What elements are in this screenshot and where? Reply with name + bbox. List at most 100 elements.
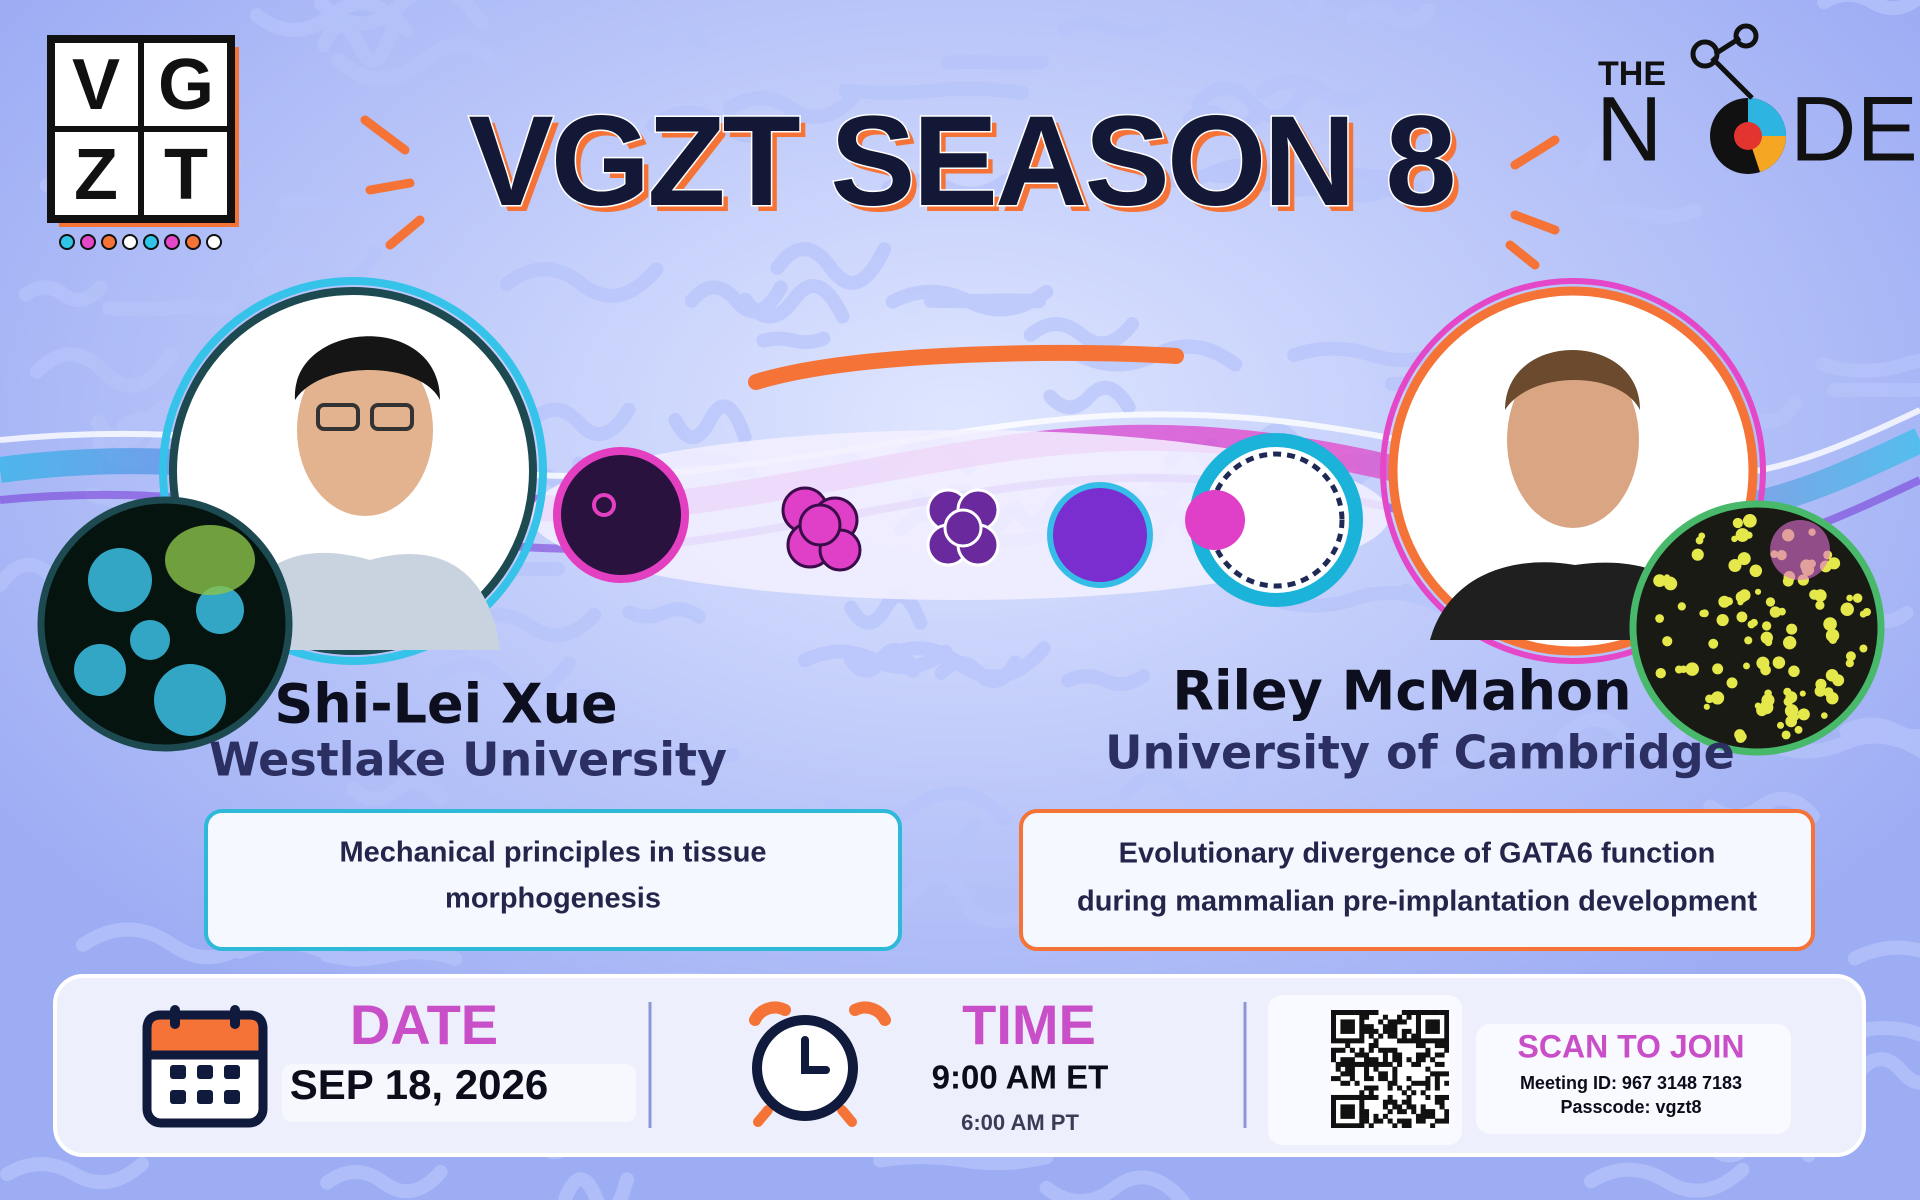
qr-module [1411, 1033, 1417, 1039]
cell-dot [1718, 595, 1731, 608]
qr-module [1373, 1028, 1379, 1034]
qr-module [1397, 1118, 1403, 1124]
qr-module [1420, 1010, 1426, 1016]
qr-module [1359, 1047, 1365, 1053]
qr-module [1359, 1019, 1365, 1025]
qr-module [1340, 1038, 1346, 1044]
qr-module [1401, 1099, 1407, 1105]
qr-module [1349, 1113, 1355, 1119]
qr-module [1349, 1071, 1355, 1077]
cell-dot [1738, 589, 1751, 602]
qr-module [1359, 1099, 1365, 1105]
qr-module [1406, 1014, 1412, 1020]
qr-module [1364, 1061, 1370, 1067]
squiggle [316, 18, 401, 67]
qr-module [1359, 1113, 1365, 1119]
cell-dot [1732, 517, 1743, 529]
squiggle [684, 280, 788, 319]
qr-module [1345, 1010, 1351, 1016]
node-logo: THE N DE [1596, 23, 1918, 180]
qr-module [1340, 1094, 1346, 1100]
qr-module [1392, 1052, 1398, 1058]
qr-module [1415, 1113, 1421, 1119]
qr-module [1340, 1104, 1346, 1110]
talk-title: Mechanical principles in tissue [339, 837, 766, 869]
squiggle [627, 18, 710, 50]
qr-module [1425, 1028, 1431, 1034]
qr-module [1415, 1061, 1421, 1067]
date-label: DATE [350, 993, 498, 1056]
cell-dot [1710, 691, 1725, 705]
qr-module [1382, 1076, 1388, 1082]
cell-dot [1674, 665, 1684, 674]
qr-module [1373, 1085, 1379, 1091]
qr-module [1415, 1019, 1421, 1025]
cell-dot [1781, 730, 1791, 740]
qr-module [1331, 1052, 1337, 1058]
qr-module [1382, 1099, 1388, 1105]
qr-module [1345, 1113, 1351, 1119]
qr-module [1364, 1024, 1370, 1030]
qr-module [1406, 1057, 1412, 1063]
qr-module [1401, 1109, 1407, 1115]
qr-module [1335, 1076, 1341, 1082]
qr-module [1387, 1094, 1393, 1100]
qr-module [1387, 1061, 1393, 1067]
qr-module [1444, 1118, 1449, 1124]
qr-module [1359, 1061, 1365, 1067]
qr-module [1439, 1052, 1445, 1058]
qr-module [1392, 1019, 1398, 1025]
qr-module [1420, 1080, 1426, 1086]
qr-module [1345, 1066, 1351, 1072]
title-shadow: VGZT SEASON 8 [474, 96, 1459, 239]
cell-dot [1832, 674, 1845, 687]
squiggle [523, 688, 614, 718]
passcode: Passcode: vgzt8 [1560, 1097, 1701, 1117]
qr-module [1420, 1118, 1426, 1124]
qr-module [1345, 1071, 1351, 1077]
meeting-id: Meeting ID: 967 3148 7183 [1520, 1073, 1742, 1093]
squiggle [1847, 940, 1920, 966]
qr-module [1401, 1019, 1407, 1025]
qr-module [1397, 1057, 1403, 1063]
date: SEP 18, 2026 [290, 1061, 548, 1108]
qr-module [1387, 1047, 1393, 1053]
qr-module [1349, 1104, 1355, 1110]
qr-module [1411, 1061, 1417, 1067]
qr-module [1415, 1057, 1421, 1063]
qr-module [1425, 1113, 1431, 1119]
qr-module [1359, 1104, 1365, 1110]
qr-module [1406, 1094, 1412, 1100]
qr-module [1397, 1019, 1403, 1025]
qr-module [1331, 1123, 1337, 1128]
qr-module [1387, 1085, 1393, 1091]
cell-dot [1754, 588, 1762, 595]
cell-dot [1809, 589, 1820, 600]
vgzt-logo: V GZ T [47, 35, 239, 250]
qr-module [1331, 1014, 1337, 1020]
squiggle [1023, 317, 1140, 351]
qr-module [1349, 1094, 1355, 1100]
qr-module [1430, 1010, 1436, 1016]
cell-dot [1846, 594, 1854, 602]
qr-module [1359, 1033, 1365, 1039]
qr-module [1354, 1061, 1360, 1067]
qr-module [1425, 1080, 1431, 1086]
cell-dot [1821, 712, 1828, 719]
cell-dot [1760, 664, 1771, 676]
qr-module [1364, 1057, 1370, 1063]
qr-module [1349, 1028, 1355, 1034]
qr-module [1331, 1099, 1337, 1105]
qr-module [1415, 1010, 1421, 1016]
qr-module [1387, 1080, 1393, 1086]
qr-code[interactable] [1331, 1010, 1449, 1128]
qr-module [1331, 1109, 1337, 1115]
qr-module [1444, 1019, 1449, 1025]
qr-module [1444, 1010, 1449, 1016]
squiggle [885, 284, 1054, 317]
qr-module [1340, 1024, 1346, 1030]
qr-module [1392, 1099, 1398, 1105]
qr-module [1359, 1109, 1365, 1115]
qr-module [1340, 1123, 1346, 1128]
